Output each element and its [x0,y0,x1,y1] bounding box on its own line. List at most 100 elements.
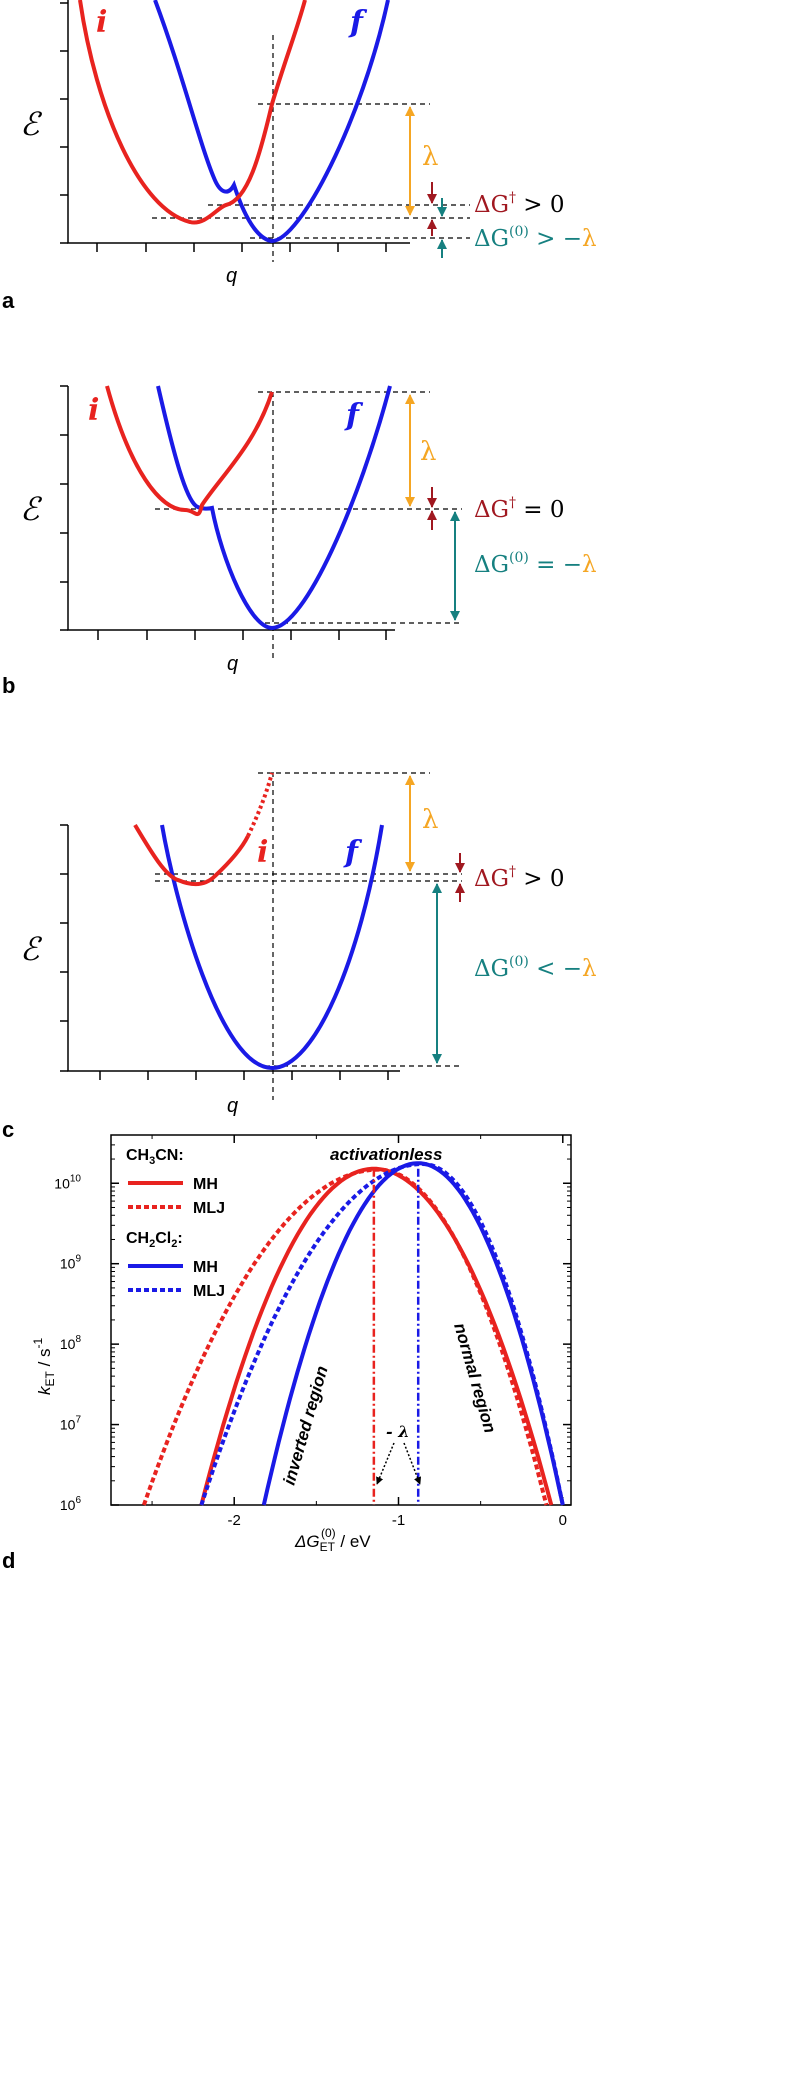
legend-group-1-header: CH3CN: [126,1147,184,1167]
panel-a-axes [60,0,410,252]
panel-d-y-label-sub: ET [43,1370,57,1386]
panel-a: i f ℰ q λ ΔG† > 0 ΔG(0) > −λ a [2,0,597,313]
panel-b-activation-label: ΔG† = 0 [474,495,565,523]
y-tick-exp: 8 [75,1334,81,1345]
panel-a-label-i: i [96,5,107,40]
legend-group-1-mlj-label: MLJ [193,1200,225,1217]
panel-c-letter: c [2,1117,14,1142]
y-tick-exp: 6 [75,1495,81,1506]
panel-b-initial-curve [105,385,274,517]
legend-group-2-mh-label: MH [193,1259,218,1276]
panel-b-driving-relation: = − [529,552,582,578]
y-tick-base: 10 [60,1497,76,1513]
legend-group-1-header-a: CH [126,1147,149,1164]
panel-b-driving-label: ΔG(0) = −λ [474,550,597,578]
panel-b-final-curve [156,385,392,631]
legend-group-2-header: CH2Cl2: [126,1230,183,1250]
panel-b-y-ticks [60,385,68,631]
panel-b-activation-relation: = 0 [516,497,565,523]
panel-a-x-ticks [96,243,387,252]
panel-d-x-label: ΔGET(0) / eV [294,1526,371,1554]
panel-b-y-label: ℰ [20,490,43,528]
legend-group-1-mh-label: MH [193,1176,218,1193]
panel-d-title: activationless [330,1145,442,1164]
panel-d-inverted-region-label: inverted region [280,1364,332,1487]
panel-c-initial-curve-extension [246,772,274,837]
panel-d-lambda-arrow-left [376,1442,395,1485]
y-tick-label: 106 [60,1495,82,1513]
x-tick-label: -1 [392,1512,405,1529]
panel-a-activation-relation: > 0 [516,192,565,218]
panel-c: i f ℰ q λ ΔG† > 0 ΔG(0) < −λ c [2,772,597,1142]
panel-d-normal-region-label: normal region [450,1321,500,1435]
panel-c-lambda-label: λ [422,805,438,835]
panel-d-y-label-main: k [35,1385,54,1395]
panel-d-y-label: kET / s-1 [31,1337,57,1395]
legend-group-2-header-b: Cl [155,1230,171,1247]
panel-d-frame [110,1134,572,1506]
panel-c-driving-relation: < − [529,956,582,982]
panel-b: i f ℰ q λ ΔG† = 0 ΔG(0) = −λ b [2,385,597,698]
panel-a-lambda-label: λ [422,142,438,172]
panel-c-y-label: ℰ [20,930,43,968]
panel-c-final-curve [160,824,384,1071]
panel-b-x-ticks [97,630,387,640]
panel-a-arrows [405,106,447,258]
panel-a-driving-label: ΔG(0) > −λ [474,224,597,252]
panel-a-driving-sup: (0) [509,224,529,240]
y-tick-base: 10 [60,1256,76,1272]
panel-c-initial-curve [133,823,250,887]
y-tick-label: 109 [60,1254,82,1272]
panel-d-y-label-sup: -1 [31,1337,45,1348]
panel-a-x-label: q [226,265,237,287]
panel-d-lambda-label: - λ [386,1422,409,1441]
panel-b-axes [60,385,395,640]
legend-group-1-header-b: CN: [155,1147,183,1164]
panel-d-legend: CH3CN: MH MLJ CH2Cl2: MH MLJ [126,1147,225,1300]
panel-a-label-f: f [348,5,368,40]
x-tick-label: -2 [228,1512,241,1529]
panel-c-x-label: q [227,1095,238,1117]
panel-d-x-label-sup: (0) [321,1526,336,1540]
panel-c-guides [155,772,462,1100]
x-tick-label: 0 [559,1512,567,1529]
panel-a-guides [152,35,470,262]
panel-a-initial-curve [78,0,307,225]
panel-a-letter: a [2,288,15,313]
y-tick-base: 10 [60,1417,76,1433]
y-tick-exp: 10 [70,1173,82,1184]
legend-group-1-header-sub: 3 [149,1155,155,1167]
panel-c-label-i: i [257,835,268,870]
panel-d-letter: d [2,1548,15,1573]
panel-c-activation-relation: > 0 [516,866,565,892]
legend-group-2-header-a: CH [126,1230,149,1247]
panel-d-vertical-markers [372,1168,420,1505]
panel-d-x-label-main: ΔG [294,1532,320,1551]
panel-b-driving-symbol: ΔG [474,552,509,578]
panel-b-activation-symbol: ΔG [474,497,509,523]
panel-b-x-label: q [227,653,238,675]
panel-b-driving-rhs: λ [582,552,597,578]
y-tick-exp: 9 [75,1254,81,1265]
panel-c-activation-sup: † [509,864,516,880]
panel-d-lambda-marker: - λ [376,1422,422,1485]
panel-d-x-ticks: -2 -1 0 [151,1135,567,1529]
panel-a-driving-rhs: λ [582,226,597,252]
panel-c-x-ticks [99,1071,389,1080]
panel-c-axes [60,824,400,1080]
panel-d-series [142,1161,565,1506]
panel-a-y-ticks [60,2,68,244]
panel-c-driving-symbol: ΔG [474,956,509,982]
panel-d-x-label-sub: ET [320,1540,336,1554]
panel-c-label-f: f [343,835,363,870]
panel-b-label-i: i [88,393,99,428]
panel-b-letter: b [2,673,15,698]
panel-d-y-label-unit: / s [35,1348,54,1371]
panel-b-lambda-label: λ [420,437,436,467]
panel-d-lambda-arrow-right [403,1442,422,1485]
panel-c-driving-sup: (0) [509,954,529,970]
panel-b-activation-sup: † [509,495,516,511]
